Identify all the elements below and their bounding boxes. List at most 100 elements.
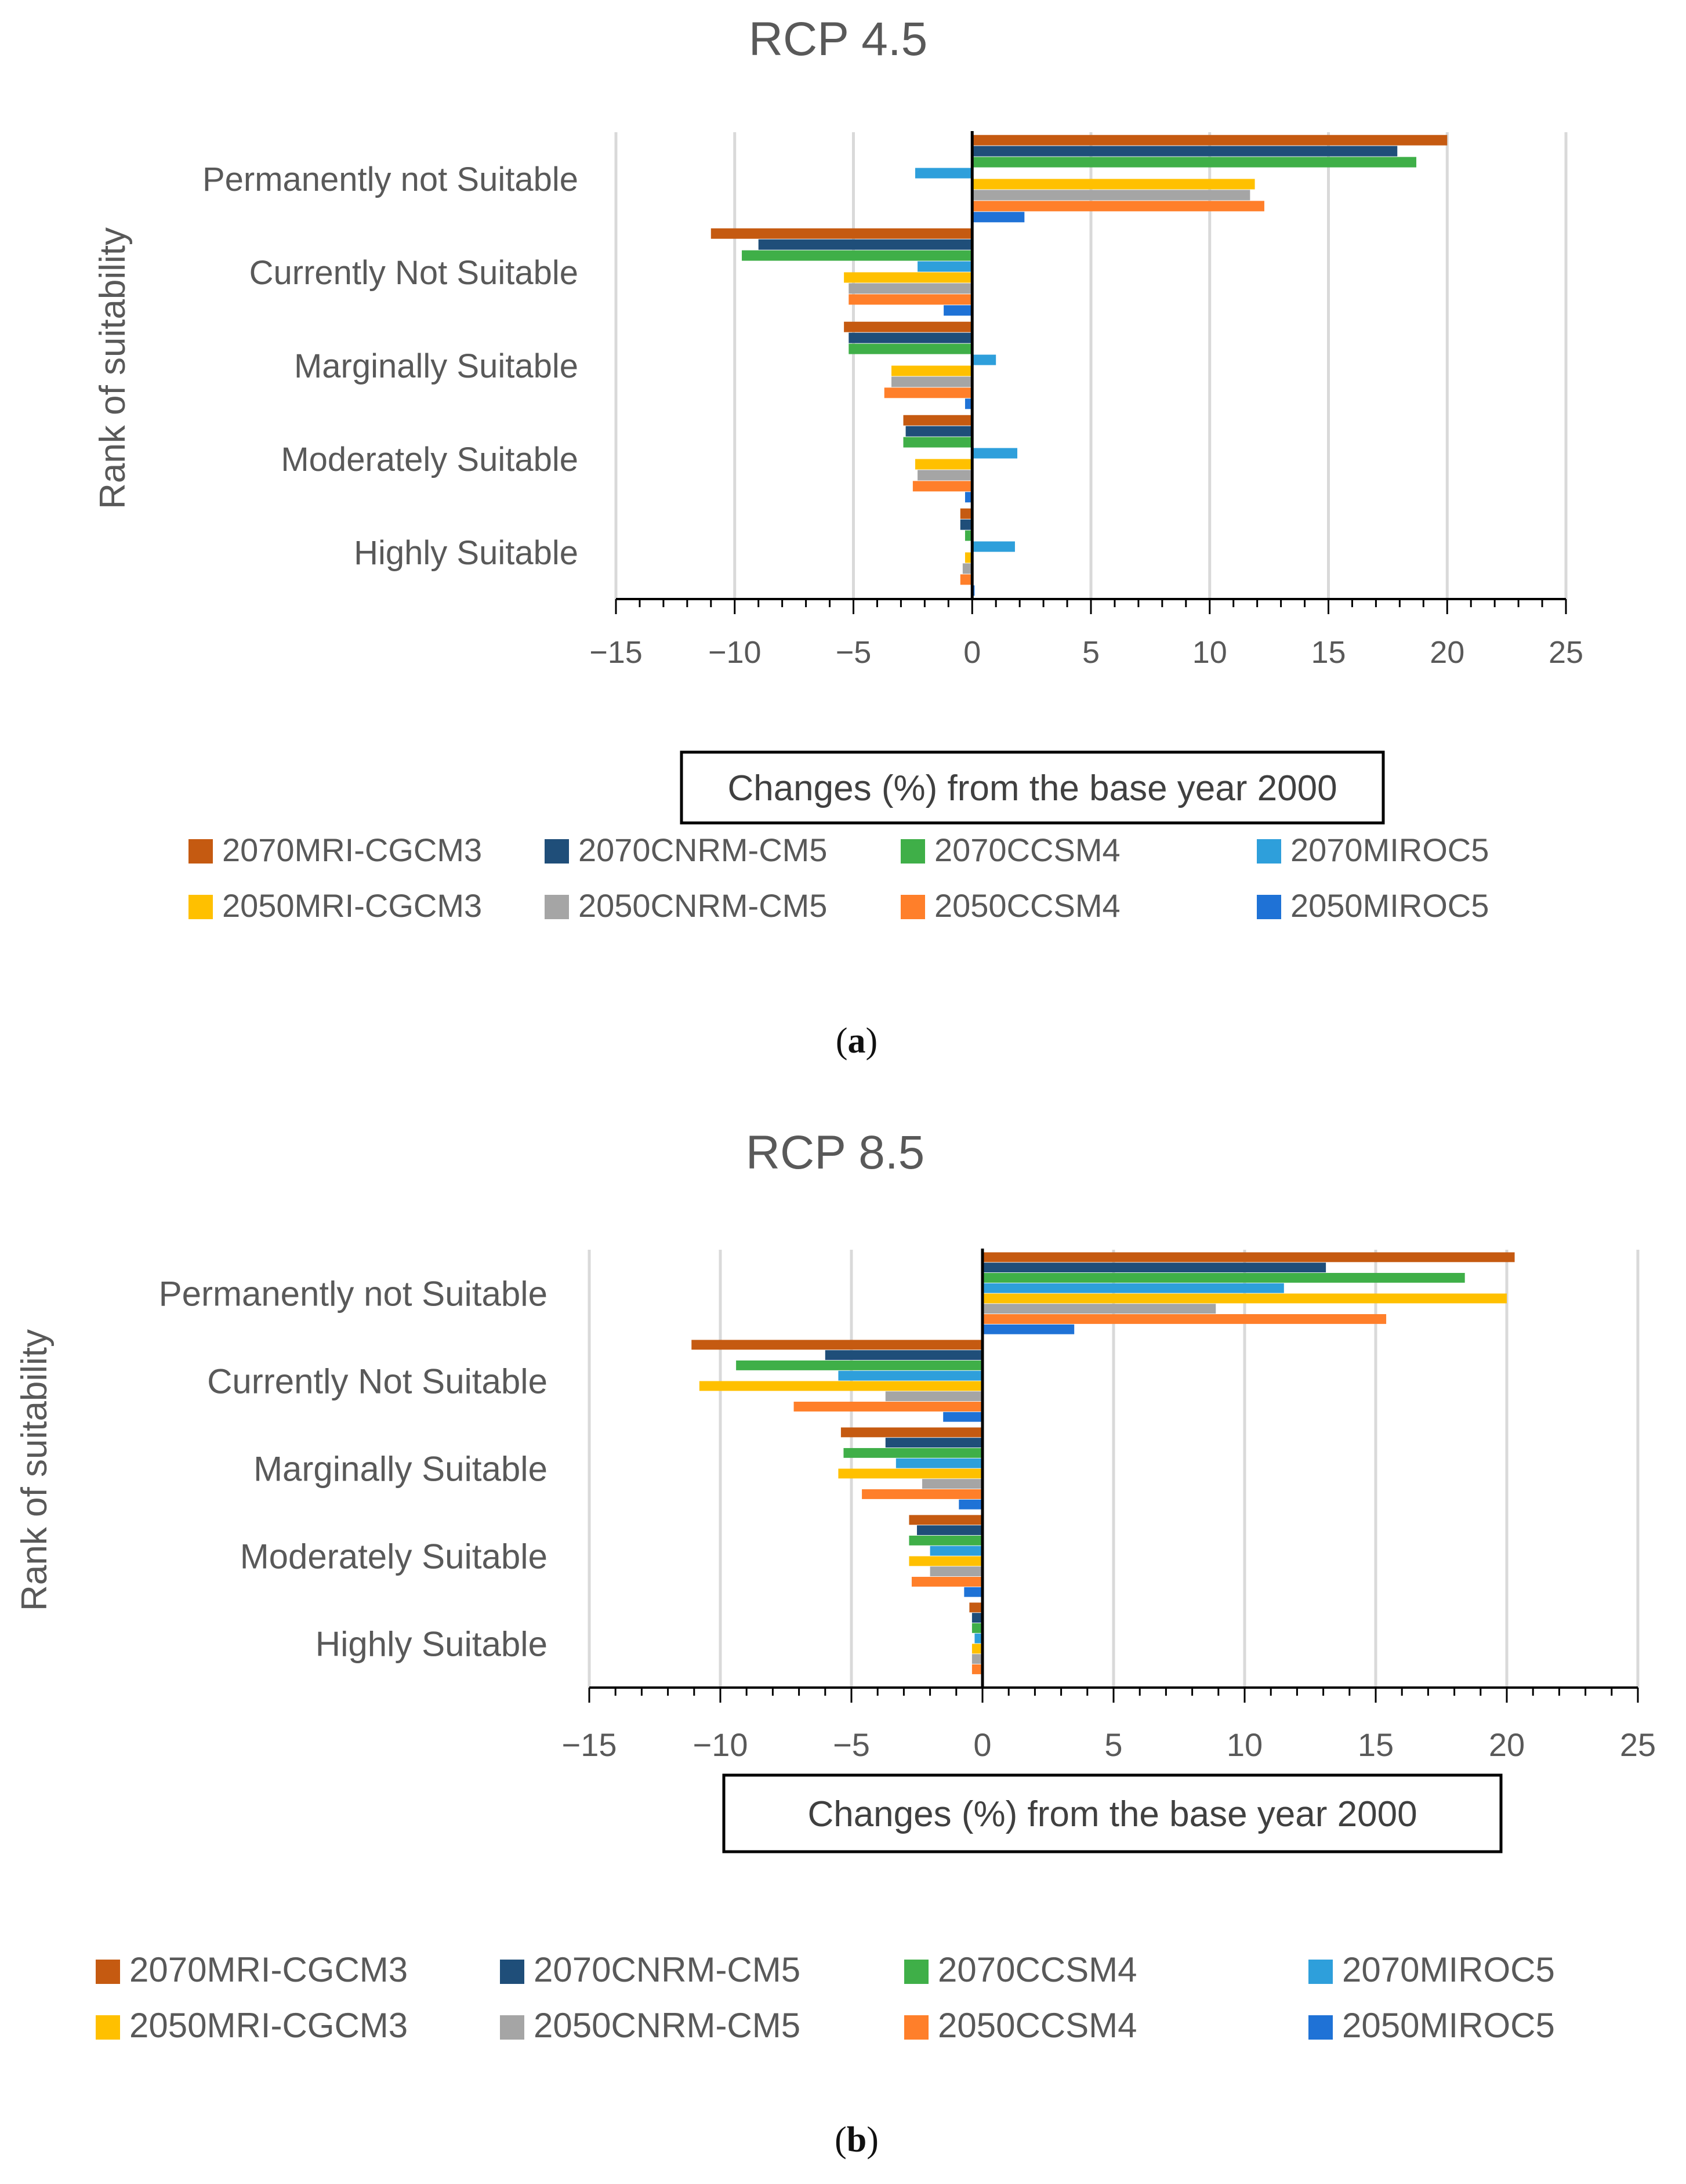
- c1-bar: [972, 448, 1018, 459]
- c1-bar: [710, 228, 973, 239]
- c2-bar: [793, 1402, 982, 1412]
- c1-x-axis-label: Changes (%) from the base year 2000: [727, 768, 1337, 808]
- c1-bar: [972, 190, 1250, 201]
- c1-bar: [849, 294, 973, 305]
- c1-bar: [844, 272, 973, 283]
- c2-bar: [885, 1438, 982, 1448]
- c1-bar: [962, 563, 973, 574]
- caption-a-letter: a: [847, 1021, 866, 1061]
- c1-bar: [972, 541, 1015, 552]
- c2-legend-swatch: [904, 1960, 929, 1984]
- c1-bar: [972, 157, 1417, 168]
- c1-tick-label: 25: [1549, 635, 1583, 670]
- c2-bar: [982, 1304, 1216, 1314]
- c1-tick-label: 10: [1192, 635, 1227, 670]
- c2-bar: [838, 1370, 982, 1381]
- c2-bar: [982, 1252, 1515, 1262]
- c2-bar: [930, 1546, 982, 1556]
- c2-bar: [982, 1283, 1284, 1293]
- c2-bar: [930, 1566, 982, 1577]
- c1-tick-label: 15: [1311, 635, 1346, 670]
- c2-bar: [971, 1664, 982, 1674]
- c2-bar: [911, 1577, 982, 1587]
- caption-b-letter: b: [846, 2120, 867, 2160]
- c2-title: RCP 8.5: [746, 1126, 924, 1179]
- chart-rcp85: RCP 8.5 Permanently not Suitable Currently…: [14, 1126, 1656, 2045]
- c2-tick-label: −15: [562, 1726, 617, 1763]
- c1-bar: [972, 179, 1255, 190]
- c2-legend-label: 2050CNRM-CM5: [534, 2006, 800, 2045]
- caption-a: (a): [835, 1021, 878, 1061]
- c2-bar: [974, 1633, 982, 1644]
- c2-legend-swatch: [1308, 2015, 1333, 2040]
- c1-legend-label: 2070MRI-CGCM3: [222, 832, 482, 868]
- c1-x-axis-label-box: [680, 750, 1385, 825]
- c2-category-label: Moderately Suitable: [240, 1537, 548, 1576]
- c1-bar: [960, 574, 973, 585]
- c1-bar: [972, 201, 1264, 212]
- c2-y-axis-label: Rank of suitability: [14, 1329, 55, 1611]
- c2-tick-label: 0: [973, 1726, 991, 1763]
- c2-x-axis-label: Changes (%) from the base year 2000: [807, 1794, 1417, 1834]
- c1-legend-label: 2050CCSM4: [934, 887, 1121, 924]
- c1-tick-label: −10: [708, 635, 762, 670]
- c1-bar: [891, 376, 973, 387]
- c2-bar: [699, 1381, 982, 1391]
- c2-category-label: Highly Suitable: [316, 1625, 548, 1664]
- c1-legend-swatch: [901, 839, 925, 864]
- c1-bar: [918, 470, 973, 481]
- c2-category-label: Marginally Suitable: [253, 1450, 548, 1489]
- c1-legend-swatch: [1257, 839, 1281, 864]
- c2-bar: [909, 1515, 982, 1525]
- c1-bar: [960, 508, 973, 519]
- c2-bar: [909, 1535, 982, 1546]
- c2-tick-label: 20: [1489, 1726, 1525, 1763]
- c1-bar: [972, 135, 1448, 146]
- c1-bar: [918, 261, 973, 272]
- caption-b: (b): [835, 2120, 879, 2160]
- c1-category-label: Highly Suitable: [354, 534, 578, 572]
- c1-bar: [903, 415, 973, 426]
- c1-bar: [849, 283, 973, 294]
- c1-bar: [972, 146, 1398, 157]
- c2-bar: [862, 1489, 982, 1499]
- c1-bar: [912, 481, 973, 492]
- c1-legend-swatch: [188, 839, 213, 864]
- c2-tick-label: 5: [1104, 1726, 1122, 1763]
- chart-rcp45: RCP 4.5 Permanently not Suitable Currently…: [93, 13, 1583, 924]
- c2-category-label: Permanently not Suitable: [159, 1275, 548, 1314]
- c1-bar: [905, 426, 973, 437]
- c1-tick-label: 5: [1082, 635, 1100, 670]
- c2-legend-label: 2050CCSM4: [938, 2006, 1137, 2045]
- c2-tick-label: −5: [833, 1726, 870, 1763]
- c1-bar: [965, 398, 973, 409]
- c2-bar: [895, 1458, 982, 1468]
- c1-legend-label: 2070MIROC5: [1290, 832, 1489, 868]
- c1-bar: [965, 492, 973, 503]
- c1-legend-label: 2050MRI-CGCM3: [222, 887, 482, 924]
- c2-tick-label: −10: [693, 1726, 748, 1763]
- c1-bar: [758, 239, 973, 250]
- c2-legend-label: 2070MRI-CGCM3: [129, 1950, 408, 1989]
- c2-bar: [885, 1391, 982, 1402]
- c2-legend-label: 2070CCSM4: [938, 1950, 1137, 1989]
- c1-category-label: Moderately Suitable: [281, 441, 578, 478]
- c1-bar: [965, 552, 973, 563]
- c1-category-label: Currently Not Suitable: [249, 254, 578, 292]
- c2-bar: [825, 1350, 982, 1361]
- c2-legend-swatch: [96, 1960, 120, 1984]
- c1-legend-swatch: [545, 895, 569, 919]
- c2-tick-label: 15: [1358, 1726, 1394, 1763]
- c2-bar: [959, 1499, 982, 1510]
- c1-legend-swatch: [901, 895, 925, 919]
- c1-category-label: Permanently not Suitable: [202, 161, 578, 198]
- c2-bar: [691, 1340, 982, 1350]
- c1-bar: [849, 332, 973, 343]
- c1-legend-swatch: [545, 839, 569, 864]
- c2-bar: [909, 1556, 982, 1566]
- c2-bar: [971, 1654, 982, 1664]
- c2-legend-label: 2070MIROC5: [1342, 1950, 1555, 1989]
- c2-bar: [736, 1360, 982, 1370]
- c1-y-axis-label: Rank of suitability: [93, 227, 133, 509]
